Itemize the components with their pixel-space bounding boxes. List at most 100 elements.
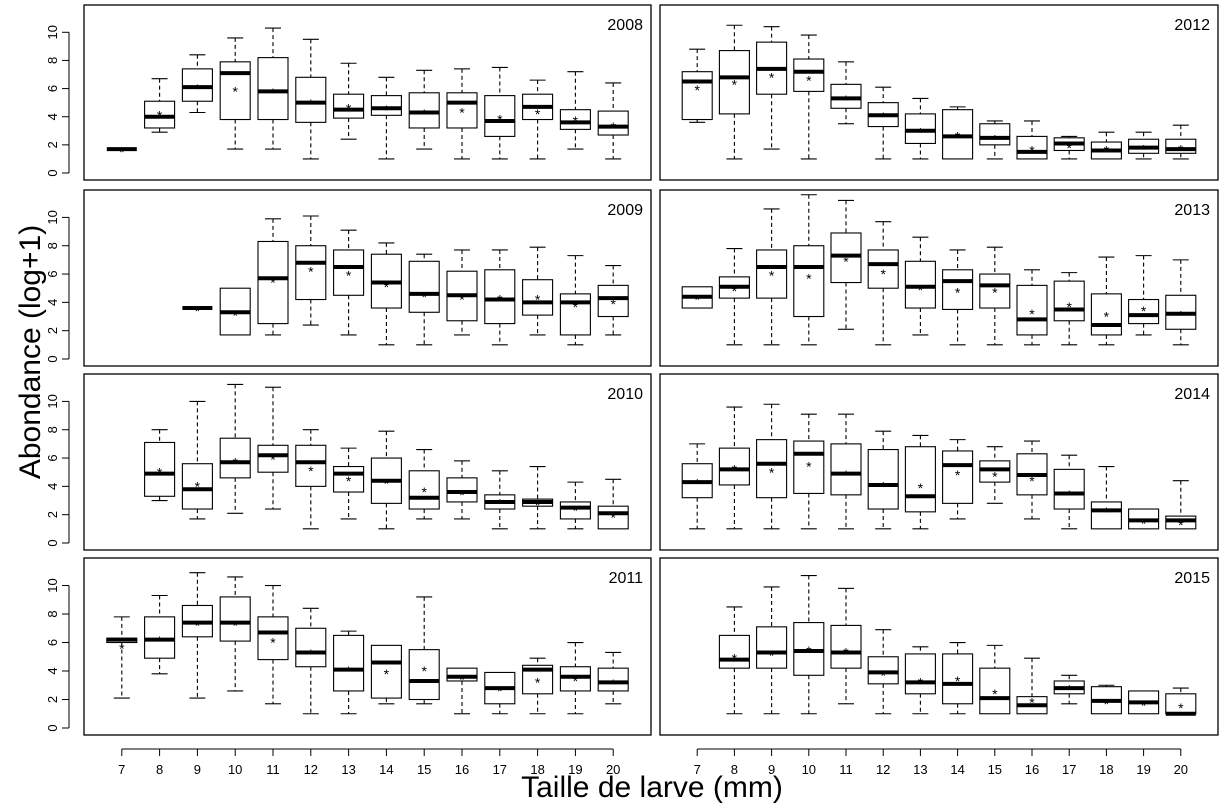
box-2011-18: * — [522, 657, 554, 715]
box-2012-9: * — [756, 26, 788, 150]
box-2012-7: * — [681, 48, 713, 123]
y-tick-label: 6 — [45, 270, 60, 277]
mean-marker: * — [843, 467, 849, 483]
box-2009-9: * — [182, 303, 213, 319]
mean-marker: * — [232, 618, 238, 634]
box-2011-8: * — [144, 594, 176, 675]
mean-marker: * — [1141, 141, 1147, 157]
box-2009-17: * — [484, 249, 516, 346]
box-2010-18: * — [522, 465, 554, 530]
mean-marker: * — [346, 663, 352, 679]
iqr-box — [597, 284, 629, 318]
mean-marker: * — [157, 107, 163, 123]
mean-marker: * — [157, 464, 163, 480]
iqr-box — [756, 626, 788, 669]
box-2010-20: * — [597, 478, 629, 530]
iqr-box — [408, 470, 440, 510]
panel-year-label: 2010 — [607, 386, 643, 403]
mean-marker: * — [119, 640, 125, 656]
x-tick-label: 12 — [304, 762, 318, 777]
box-2010-17: * — [484, 470, 516, 530]
x-tick-label: 18 — [530, 762, 544, 777]
box-2015-15: * — [979, 644, 1011, 715]
mean-marker: * — [270, 635, 276, 651]
mean-marker: * — [573, 299, 579, 315]
mean-marker: * — [1178, 307, 1184, 323]
y-tick-label: 4 — [45, 299, 60, 306]
mean-marker: * — [1178, 700, 1184, 716]
box-2015-12: * — [867, 629, 899, 715]
box-2008-12: * — [295, 38, 327, 160]
box-2010-16: * — [446, 460, 478, 520]
iqr-box — [408, 92, 440, 129]
mean-marker: * — [806, 643, 812, 659]
mean-marker: * — [1141, 303, 1147, 319]
y-tick-label: 8 — [45, 57, 60, 64]
mean-marker: * — [769, 647, 775, 663]
mean-marker: * — [421, 484, 427, 500]
mean-marker: * — [459, 105, 465, 121]
y-tick-label: 8 — [45, 426, 60, 433]
iqr-box — [718, 50, 750, 115]
iqr-box — [793, 622, 825, 676]
y-tick-label: 8 — [45, 242, 60, 249]
iqr-box — [904, 113, 936, 145]
iqr-box — [597, 110, 629, 136]
box-2011-12: * — [295, 607, 327, 715]
mean-marker: * — [732, 77, 738, 93]
x-axis-left: 7 8 9 10 11 12 13 14 15 16 17 18 19 20 — [118, 748, 620, 777]
mean-marker: * — [384, 279, 390, 295]
box-2010-8: * — [144, 429, 176, 502]
box-2012-16: * — [1016, 120, 1048, 160]
iqr-box — [1016, 284, 1048, 336]
y-tick-label: 0 — [45, 539, 60, 546]
mean-marker: * — [769, 268, 775, 284]
mean-marker: * — [806, 72, 812, 88]
mean-marker: * — [880, 667, 886, 683]
iqr-box — [181, 463, 213, 510]
iqr-box — [793, 58, 825, 92]
box-2009-11: * — [257, 218, 289, 336]
x-tick-label: 7 — [118, 762, 125, 777]
panel-frame — [659, 557, 1219, 736]
box-2014-13: * — [904, 434, 936, 530]
mean-marker: * — [1029, 143, 1035, 159]
box-2011-16: * — [446, 667, 478, 715]
box-2009-15: * — [408, 253, 440, 346]
box-2013-16: * — [1016, 269, 1048, 346]
iqr-box — [793, 440, 825, 494]
mean-marker: * — [1178, 141, 1184, 157]
mean-marker: * — [535, 292, 541, 308]
mean-marker: * — [694, 82, 700, 98]
box-2008-20: * — [597, 82, 629, 160]
mean-marker: * — [421, 663, 427, 679]
mean-marker: * — [694, 476, 700, 492]
mean-marker: * — [459, 672, 465, 688]
x-tick-label: 8 — [156, 762, 163, 777]
y-tick-label: 2 — [45, 511, 60, 518]
panel-2009: 2009 0 2 4 6 8 10 * * * * * * * * * * * * — [45, 189, 652, 367]
iqr-box — [756, 249, 788, 299]
y-tick-label: 2 — [45, 696, 60, 703]
mean-marker: * — [610, 119, 616, 135]
mean-marker: * — [535, 106, 541, 122]
mean-marker: * — [1066, 140, 1072, 156]
box-2013-14: * — [942, 249, 974, 346]
iqr-box — [219, 437, 251, 479]
iqr-box — [942, 450, 974, 504]
mean-marker: * — [308, 263, 314, 279]
y-tick-label: 6 — [45, 639, 60, 646]
iqr-box — [756, 439, 788, 499]
box-2011-7: * — [106, 616, 138, 699]
x-tick-label: 11 — [839, 762, 853, 777]
x-tick-label: 18 — [1099, 762, 1113, 777]
mean-marker: * — [732, 650, 738, 666]
iqr-box — [718, 634, 750, 669]
mean-marker: * — [610, 676, 616, 692]
mean-marker: * — [992, 131, 998, 147]
box-2013-12: * — [867, 221, 899, 346]
box-2008-10: * — [219, 37, 251, 150]
mean-marker: * — [384, 666, 390, 682]
panel-2011: 2011 0 2 4 6 8 10 7 8 9 10 11 12 13 14 15 16 17 18 19 20 * * * *… — [45, 557, 652, 777]
iqr-box — [1090, 501, 1122, 530]
